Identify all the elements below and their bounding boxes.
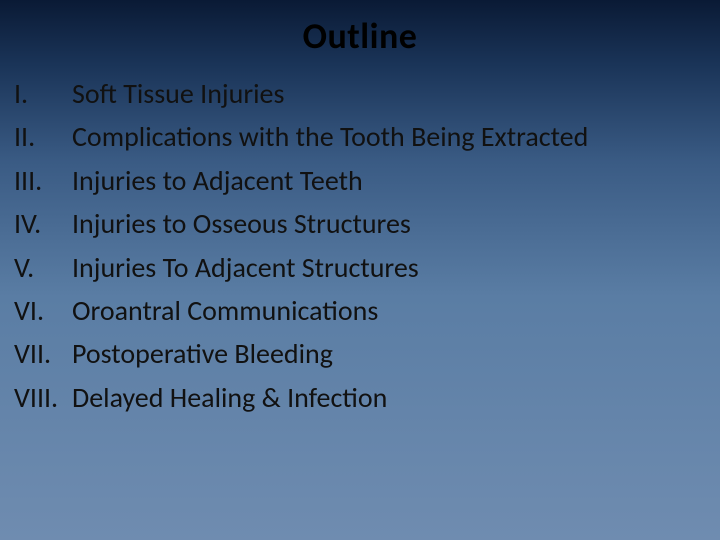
list-text: Injuries To Adjacent Structures xyxy=(72,250,700,286)
list-item: II. Complications with the Tooth Being E… xyxy=(14,119,700,155)
slide: Outline I. Soft Tissue Injuries II. Comp… xyxy=(0,0,720,540)
outline-list: I. Soft Tissue Injuries II. Complication… xyxy=(0,76,720,416)
list-marker: VIII. xyxy=(14,380,72,416)
list-text: Injuries to Osseous Structures xyxy=(72,206,700,242)
list-text: Complications with the Tooth Being Extra… xyxy=(72,119,700,155)
list-marker: IV. xyxy=(14,206,72,242)
list-text: Oroantral Communications xyxy=(72,293,700,329)
list-text: Soft Tissue Injuries xyxy=(72,76,700,112)
list-marker: I. xyxy=(14,76,72,112)
list-marker: VII. xyxy=(14,336,72,372)
list-item: IV. Injuries to Osseous Structures xyxy=(14,206,700,242)
list-marker: V. xyxy=(14,250,72,286)
list-marker: III. xyxy=(14,163,72,199)
list-text: Injuries to Adjacent Teeth xyxy=(72,163,700,199)
list-text: Postoperative Bleeding xyxy=(72,336,700,372)
list-text: Delayed Healing & Infection xyxy=(72,380,700,416)
list-item: VII. Postoperative Bleeding xyxy=(14,336,700,372)
slide-title: Outline xyxy=(0,0,720,76)
list-item: V. Injuries To Adjacent Structures xyxy=(14,250,700,286)
list-item: VI. Oroantral Communications xyxy=(14,293,700,329)
list-item: VIII. Delayed Healing & Infection xyxy=(14,380,700,416)
list-marker: II. xyxy=(14,119,72,155)
list-marker: VI. xyxy=(14,293,72,329)
list-item: I. Soft Tissue Injuries xyxy=(14,76,700,112)
list-item: III. Injuries to Adjacent Teeth xyxy=(14,163,700,199)
